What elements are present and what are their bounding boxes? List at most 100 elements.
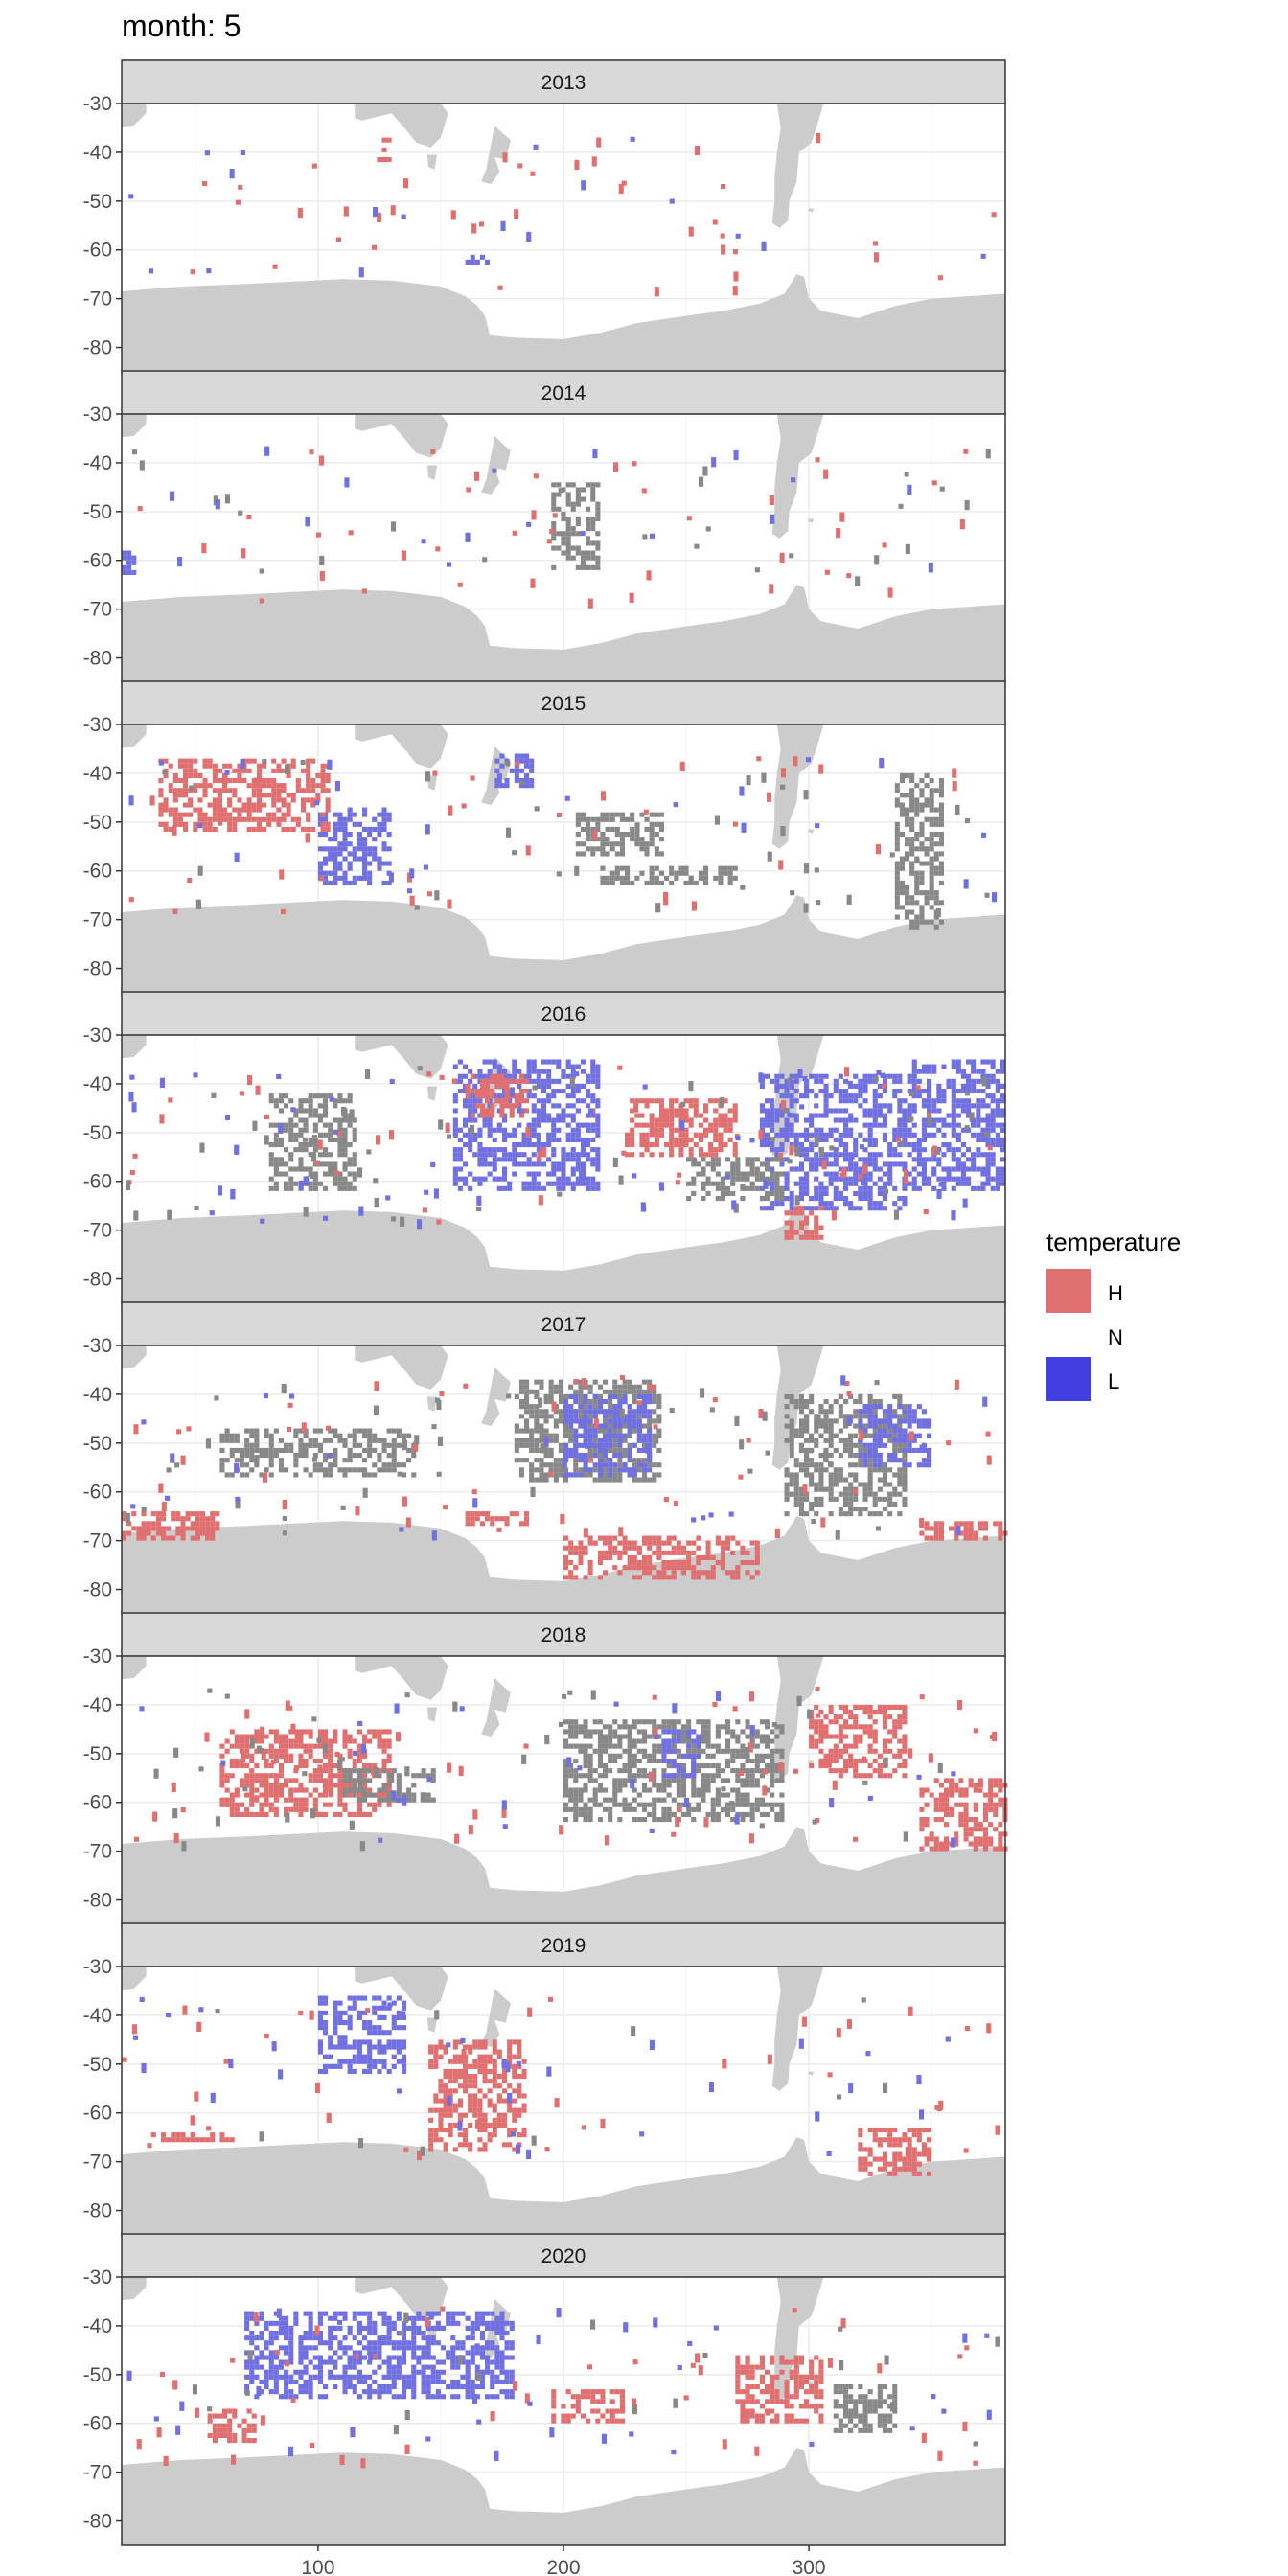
- anomaly-cell-n: [804, 1467, 810, 1473]
- anomaly-cell-h: [823, 469, 829, 479]
- anomaly-cell-l: [230, 1188, 236, 1200]
- anomaly-cell-n: [548, 1433, 554, 1438]
- anomaly-cell-n: [131, 449, 137, 455]
- anomaly-cell-n: [347, 1098, 353, 1104]
- anomaly-cell-h: [472, 1489, 477, 1495]
- anomaly-cell-n: [575, 545, 581, 551]
- anomaly-cell-h: [514, 1103, 519, 1109]
- anomaly-cell-l: [921, 1064, 927, 1070]
- anomaly-cell-n: [853, 1442, 859, 1448]
- anomaly-cell-h: [485, 1093, 491, 1099]
- anomaly-cell-l: [960, 1176, 966, 1182]
- anomaly-cell-l: [570, 1069, 576, 1074]
- anomaly-cell-l: [976, 1089, 981, 1094]
- anomaly-cell-l: [647, 1458, 653, 1463]
- anomaly-cell-h: [713, 1117, 719, 1123]
- anomaly-cell-n: [649, 832, 655, 838]
- anomaly-cell-l: [337, 861, 343, 866]
- anomaly-cell-l: [492, 1147, 497, 1153]
- anomaly-cell-n: [548, 1438, 554, 1443]
- anomaly-cell-l: [561, 1147, 566, 1153]
- anomaly-cell-n: [725, 1185, 731, 1191]
- anomaly-cell-h: [754, 1550, 760, 1555]
- anomaly-cell-n: [899, 1140, 905, 1146]
- anomaly-cell-n: [658, 826, 664, 832]
- anomaly-cell-n: [964, 500, 970, 511]
- anomaly-cell-n: [848, 1453, 854, 1459]
- anomaly-cell-h: [710, 1570, 716, 1576]
- anomaly-cell-l: [798, 1190, 804, 1196]
- anomaly-cell-n: [518, 1414, 524, 1419]
- anomaly-cell-n: [853, 1423, 859, 1429]
- anomaly-cell-h: [271, 768, 277, 773]
- anomaly-cell-h: [725, 1570, 731, 1576]
- anomaly-cell-n: [411, 1453, 417, 1459]
- anomaly-cell-l: [971, 1152, 977, 1158]
- anomaly-cell-n: [809, 1501, 815, 1506]
- anomaly-cell-n: [735, 1171, 741, 1177]
- anomaly-cell-l: [955, 1176, 961, 1182]
- anomaly-cell-n: [774, 1190, 780, 1196]
- anomaly-cell-n: [564, 1477, 569, 1483]
- anomaly-cell-l: [496, 1069, 502, 1074]
- anomaly-cell-h: [732, 286, 738, 296]
- anomaly-cell-l: [541, 1098, 547, 1104]
- anomaly-cell-l: [333, 861, 338, 866]
- anomaly-cell-l: [586, 1185, 591, 1191]
- anomaly-cell-l: [452, 1093, 458, 1099]
- anomaly-cell-h: [494, 1516, 500, 1522]
- anomaly-cell-n: [914, 846, 920, 852]
- anomaly-cell-l: [468, 1103, 473, 1109]
- anomaly-cell-n: [798, 1506, 804, 1512]
- anomaly-cell-l: [622, 1399, 628, 1405]
- anomaly-cell-l: [512, 1157, 518, 1162]
- anomaly-cell-l: [784, 1171, 790, 1177]
- anomaly-cell-h: [494, 1083, 500, 1089]
- anomaly-cell-n: [798, 1501, 804, 1506]
- anomaly-cell-n: [352, 1157, 357, 1162]
- anomaly-cell-n: [893, 1209, 899, 1220]
- anomaly-cell-l: [578, 1442, 584, 1448]
- anomaly-cell-l: [902, 1409, 908, 1414]
- anomaly-cell-h: [548, 1471, 554, 1477]
- anomaly-cell-l: [512, 1073, 518, 1079]
- facet-strip-label: 2018: [541, 1624, 586, 1646]
- anomaly-cell-n: [705, 1176, 711, 1182]
- anomaly-cell-l: [546, 1083, 552, 1089]
- anomaly-cell-h: [315, 783, 321, 789]
- anomaly-cell-l: [521, 1185, 527, 1191]
- anomaly-cell-l: [502, 1069, 508, 1074]
- anomaly-cell-n: [818, 1453, 824, 1459]
- anomaly-cell-h: [163, 807, 169, 813]
- anomaly-cell-l: [381, 816, 387, 822]
- anomaly-cell-l: [636, 1447, 642, 1453]
- anomaly-cell-l: [794, 1113, 799, 1118]
- anomaly-cell-h: [621, 180, 627, 186]
- anomaly-cell-n: [362, 1472, 368, 1478]
- anomaly-cell-n: [924, 802, 930, 808]
- anomaly-cell-h: [705, 1554, 711, 1560]
- anomaly-cell-l: [985, 1152, 991, 1158]
- anomaly-cell-n: [622, 1447, 628, 1453]
- anomaly-cell-l: [990, 1108, 996, 1114]
- anomaly-cell-l: [126, 569, 132, 575]
- anomaly-cell-l: [946, 1147, 952, 1153]
- anomaly-cell-n: [765, 1166, 770, 1172]
- anomaly-cell-l: [809, 1162, 815, 1167]
- anomaly-cell-n: [853, 1462, 859, 1468]
- anomaly-cell-l: [333, 875, 338, 881]
- anomaly-cell-h: [617, 1570, 623, 1576]
- anomaly-cell-n: [658, 870, 664, 876]
- anomaly-cell-l: [608, 1442, 613, 1448]
- anomaly-cell-h: [705, 1570, 711, 1576]
- anomaly-cell-l: [882, 1103, 887, 1109]
- anomaly-cell-h: [933, 1526, 939, 1531]
- anomaly-cell-n: [929, 788, 934, 794]
- anomaly-cell-n: [565, 496, 571, 502]
- anomaly-cell-n: [342, 1458, 348, 1463]
- anomaly-cell-h: [237, 763, 242, 769]
- anomaly-cell-l: [932, 1069, 937, 1074]
- anomaly-cell-n: [853, 1472, 859, 1478]
- anomaly-cell-h: [933, 1841, 939, 1847]
- anomaly-cell-n: [534, 1447, 540, 1453]
